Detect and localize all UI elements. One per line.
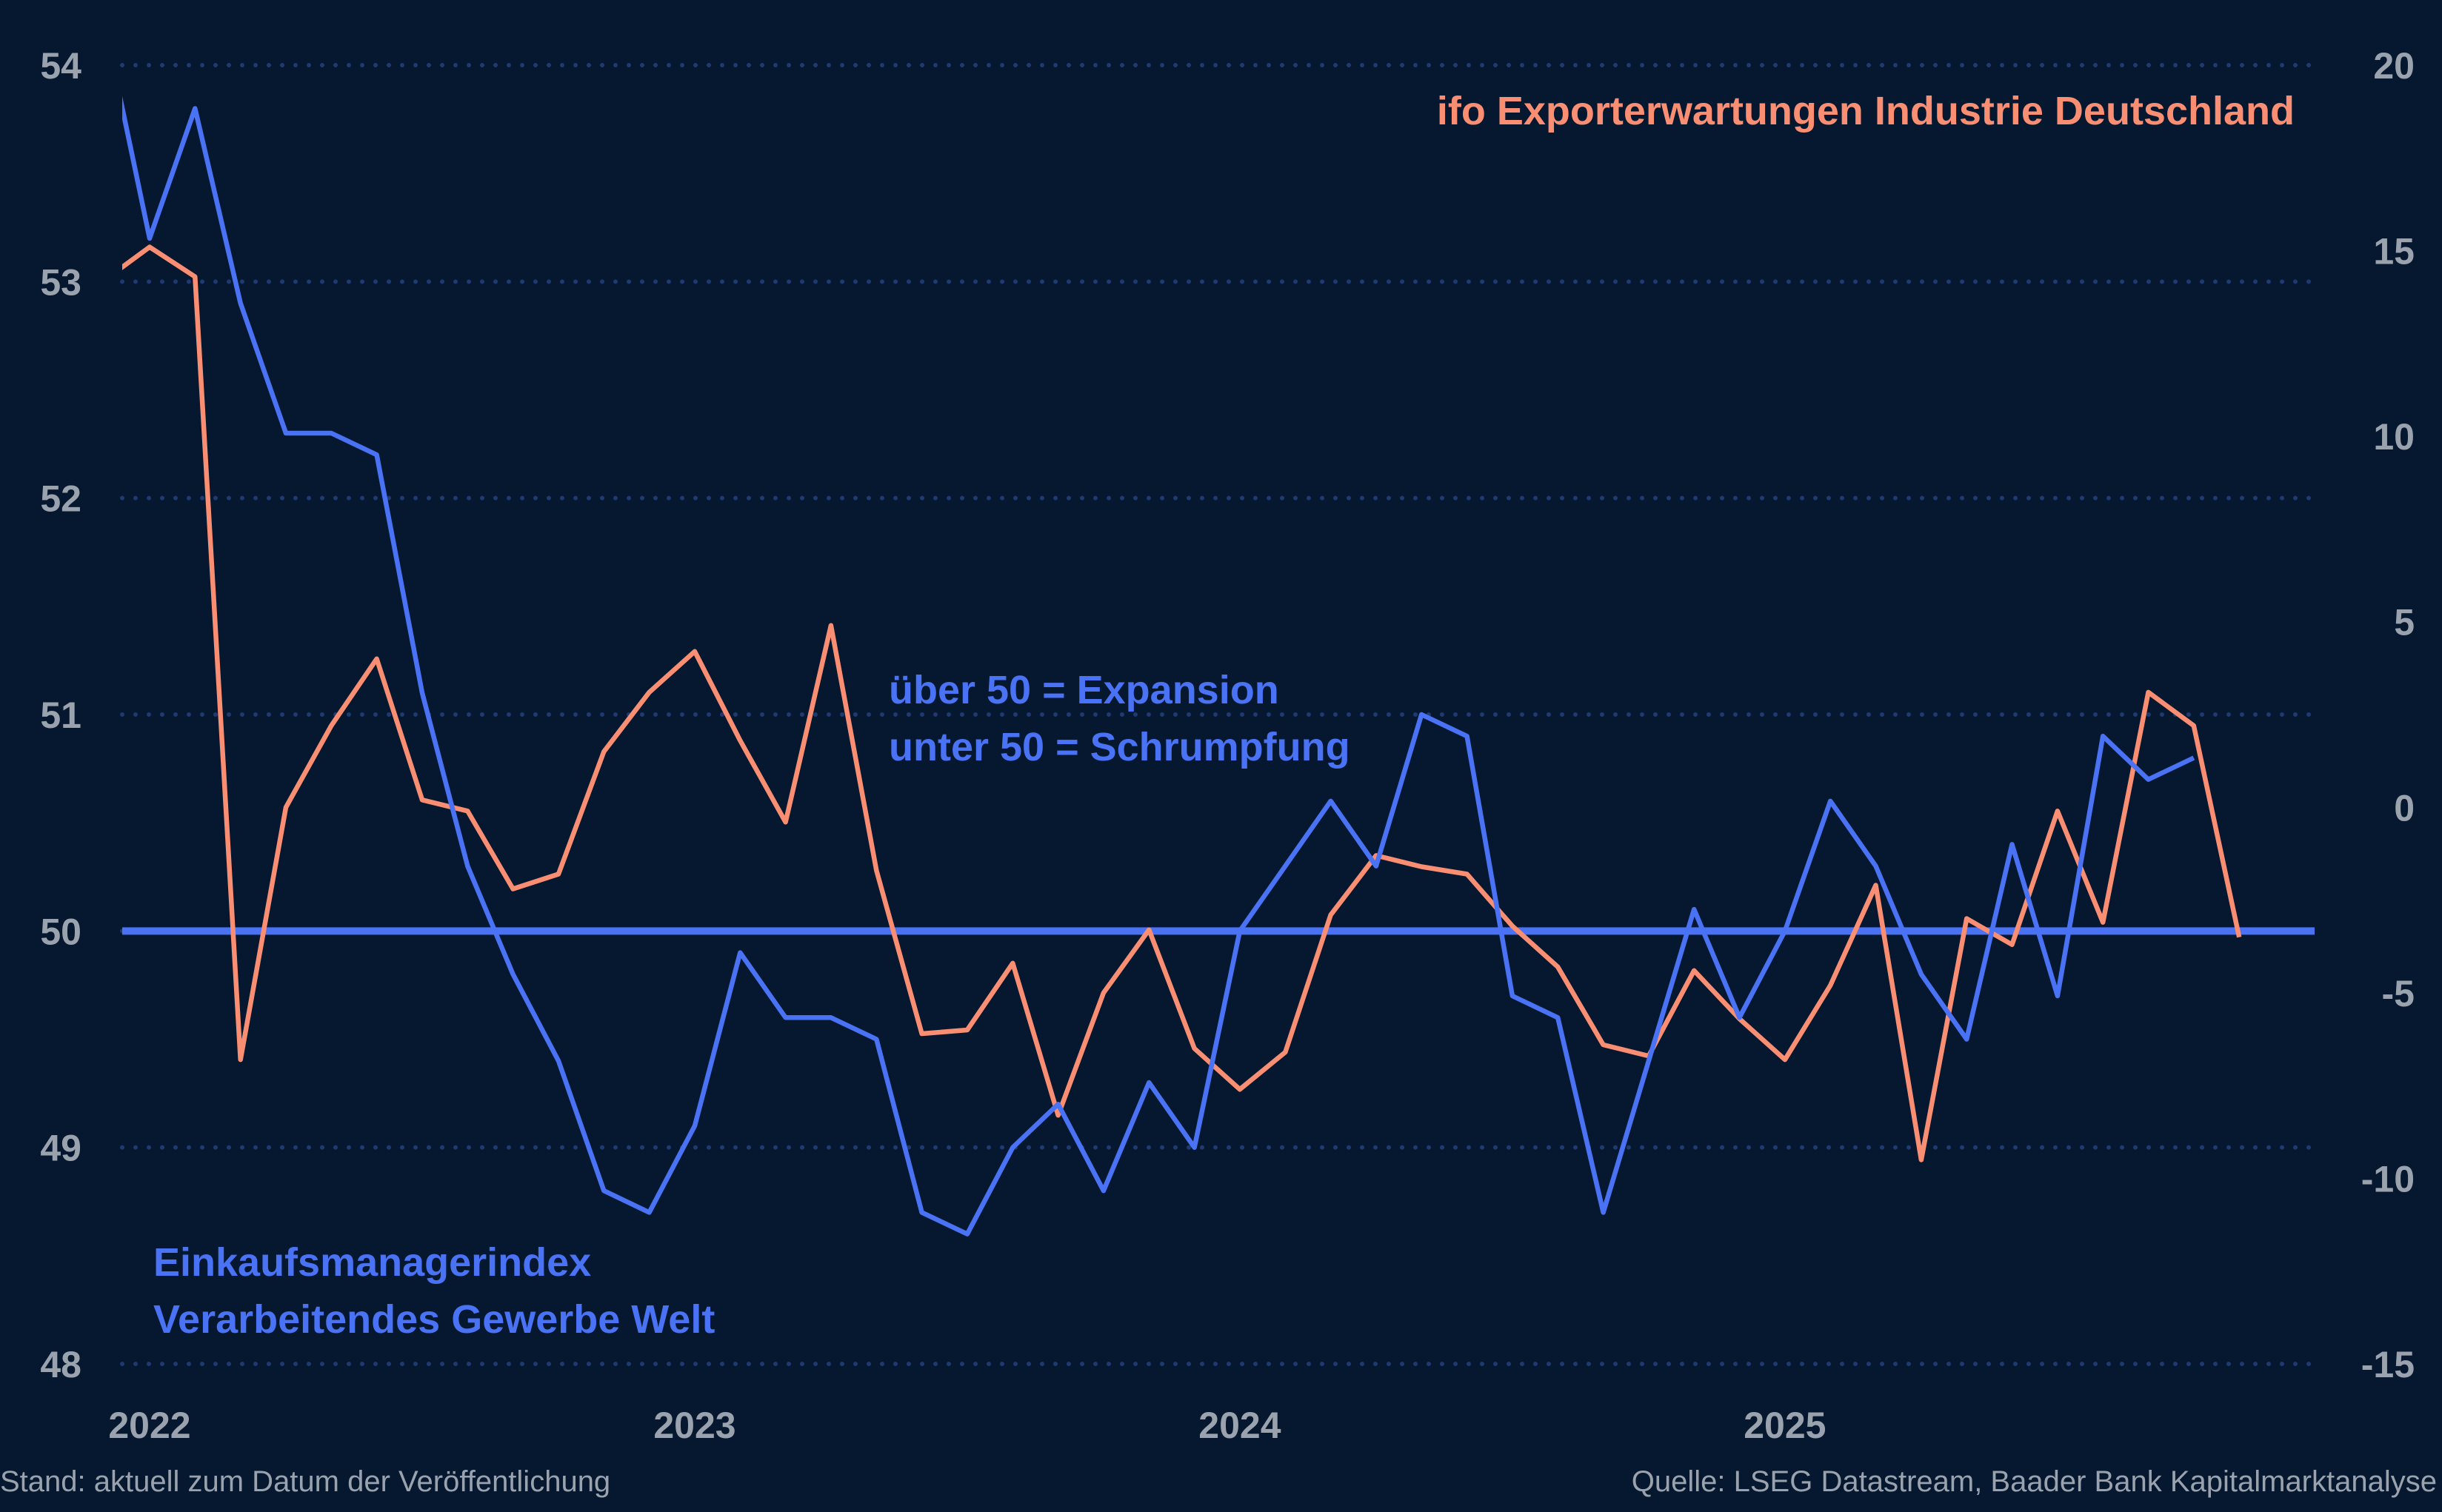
right-tick-label: 15: [2373, 231, 2415, 272]
right-tick-label: 5: [2394, 602, 2415, 643]
right-axis: 20 15 10 5 0 -5 -10 -15: [2361, 45, 2415, 1385]
pmi-series-label-line1: Einkaufsmanagerindex: [153, 1240, 591, 1285]
footer-source: Quelle: LSEG Datastream, Baader Bank Kap…: [1632, 1465, 2437, 1498]
x-tick-label: 2023: [653, 1405, 735, 1446]
series-lines: [122, 96, 2315, 1237]
x-tick-label: 2022: [108, 1405, 190, 1446]
pmi-series-line: [122, 96, 2195, 1237]
left-axis: 54 53 52 51 50 49 48: [40, 45, 81, 1385]
pmi-series-label-line2: Verarbeitendes Gewerbe Welt: [153, 1297, 715, 1342]
left-tick-label: 53: [40, 261, 81, 303]
contraction-annotation: unter 50 = Schrumpfung: [889, 725, 1350, 769]
x-axis: 2022 2023 2024 2025: [108, 1405, 1826, 1446]
left-tick-label: 49: [40, 1128, 81, 1169]
left-tick-label: 52: [40, 478, 81, 520]
left-tick-label: 48: [40, 1344, 81, 1385]
expansion-annotation: über 50 = Expansion: [889, 668, 1279, 712]
x-tick-label: 2024: [1198, 1405, 1281, 1446]
ifo-series-label: ifo Exporterwartungen Industrie Deutschl…: [1437, 89, 2295, 133]
right-tick-label: -10: [2361, 1158, 2415, 1200]
left-tick-label: 51: [40, 695, 81, 736]
ifo-series-line: [122, 244, 2242, 1163]
x-tick-label: 2025: [1744, 1405, 1826, 1446]
right-tick-label: 20: [2373, 45, 2415, 87]
right-tick-label: 0: [2394, 787, 2415, 829]
footer-date-note: Stand: aktuell zum Datum der Veröffentli…: [0, 1465, 610, 1498]
right-tick-label: -5: [2382, 973, 2415, 1014]
left-tick-label: 54: [40, 45, 81, 87]
left-tick-label: 50: [40, 911, 81, 952]
right-tick-label: -15: [2361, 1344, 2415, 1385]
grid-lines: [120, 63, 2317, 1366]
right-tick-label: 10: [2373, 416, 2415, 458]
